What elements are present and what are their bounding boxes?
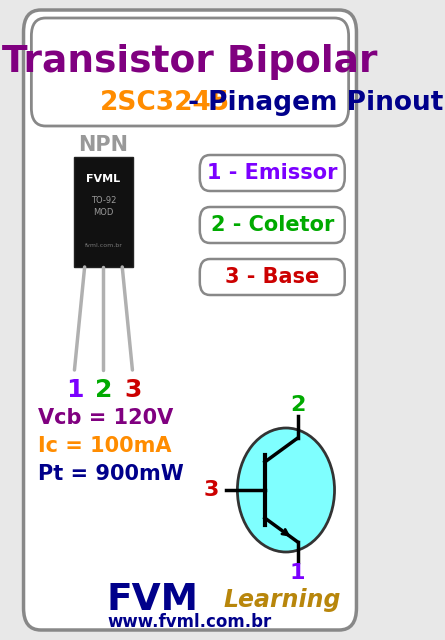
Text: - Pinagem Pinout: - Pinagem Pinout xyxy=(178,90,443,116)
FancyBboxPatch shape xyxy=(24,10,356,630)
Text: 1 - Emissor: 1 - Emissor xyxy=(207,163,337,183)
Bar xyxy=(74,157,133,267)
Text: Pt = 900mW: Pt = 900mW xyxy=(38,464,183,484)
FancyBboxPatch shape xyxy=(200,207,345,243)
Text: Ic = 100mA: Ic = 100mA xyxy=(38,436,171,456)
Text: 2: 2 xyxy=(290,395,305,415)
FancyBboxPatch shape xyxy=(200,259,345,295)
Text: Vcb = 120V: Vcb = 120V xyxy=(38,408,173,428)
FancyBboxPatch shape xyxy=(200,155,345,191)
Text: NPN: NPN xyxy=(78,135,129,155)
Text: 1: 1 xyxy=(66,378,84,402)
Text: 2: 2 xyxy=(95,378,112,402)
Text: www.fvml.com.br: www.fvml.com.br xyxy=(108,613,272,631)
FancyBboxPatch shape xyxy=(31,18,348,126)
Text: 1: 1 xyxy=(290,563,305,583)
Text: FVM: FVM xyxy=(107,582,199,618)
Text: 2SC3245: 2SC3245 xyxy=(100,90,231,116)
Text: TO-92: TO-92 xyxy=(91,195,116,205)
Text: 3 - Base: 3 - Base xyxy=(225,267,320,287)
Text: FVML: FVML xyxy=(86,174,121,184)
Text: Transistor Bipolar: Transistor Bipolar xyxy=(2,44,377,80)
Circle shape xyxy=(237,428,335,552)
Text: 2 - Coletor: 2 - Coletor xyxy=(210,215,334,235)
Text: 3: 3 xyxy=(125,378,142,402)
Text: 3: 3 xyxy=(204,480,219,500)
Text: fvml.com.br: fvml.com.br xyxy=(85,243,122,248)
Text: Learning: Learning xyxy=(223,588,341,612)
Text: MOD: MOD xyxy=(93,207,113,216)
